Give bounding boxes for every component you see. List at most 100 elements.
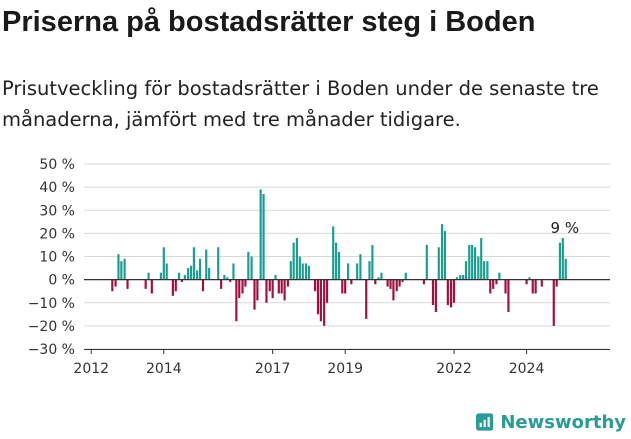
bar (147, 272, 150, 280)
bar (450, 279, 453, 308)
bar (341, 279, 344, 294)
bar (471, 244, 474, 280)
bar (528, 277, 531, 280)
bar (437, 247, 440, 280)
bar (301, 263, 304, 280)
bar (461, 275, 465, 280)
x-tick-label: 2019 (327, 361, 363, 377)
bar (201, 279, 205, 292)
bar (422, 279, 425, 285)
bar (564, 258, 567, 280)
bar (262, 194, 265, 280)
latest-value-annotation: 9 % (551, 219, 580, 237)
bar (425, 244, 428, 280)
bar (480, 238, 483, 280)
bar (498, 272, 501, 280)
bar (256, 279, 259, 301)
x-tick-label: 2012 (73, 361, 109, 377)
bar (389, 279, 392, 289)
bar (443, 231, 447, 280)
bar (555, 279, 558, 287)
newsworthy-logo: Newsworthy (476, 407, 626, 437)
bar (123, 258, 126, 280)
y-tick-label: 40 % (39, 180, 75, 196)
bar (187, 268, 190, 280)
y-tick-label: 20 % (39, 226, 75, 242)
bar (114, 279, 117, 287)
x-axis: 2012 2014 2017 2019 2022 2024 (73, 279, 610, 377)
brand-name: Newsworthy (500, 411, 626, 433)
bar (165, 263, 168, 280)
bar (398, 279, 401, 287)
bar (144, 279, 147, 289)
bar (253, 279, 256, 310)
bar (434, 279, 437, 312)
y-axis-labels: −30 % −20 % −10 % 0 % 10 % 20 % 30 % 40 % 50 % (28, 157, 75, 358)
bar (486, 261, 489, 280)
x-tick-label: 2014 (146, 361, 182, 377)
bar (171, 279, 174, 296)
bar (332, 226, 335, 280)
x-tick-label: 2022 (436, 361, 472, 377)
x-tick-label: 2024 (509, 361, 545, 377)
bar (534, 279, 537, 294)
bar (464, 261, 468, 280)
bar (319, 279, 322, 322)
bar (244, 279, 247, 287)
bar (371, 244, 374, 280)
bar (226, 277, 229, 280)
bar (483, 261, 486, 280)
bar (232, 263, 235, 280)
bar (313, 279, 317, 292)
bar (552, 279, 555, 326)
bar (558, 242, 562, 280)
bar (259, 189, 262, 280)
bar (150, 279, 153, 294)
bar (205, 249, 208, 280)
bar (111, 279, 114, 292)
y-tick-label: 50 % (39, 157, 75, 173)
bar (235, 279, 238, 322)
bar (404, 272, 407, 280)
bar (507, 279, 510, 312)
bar (292, 242, 295, 280)
x-tick-label: 2017 (255, 361, 291, 377)
bar (368, 261, 371, 280)
bar (531, 279, 534, 294)
bar (220, 279, 223, 289)
bar (540, 279, 543, 287)
bar (356, 263, 359, 280)
bar (283, 279, 286, 301)
bar (350, 279, 353, 285)
bar (159, 272, 162, 280)
bar (277, 279, 280, 294)
bar (561, 238, 564, 280)
bar (455, 277, 459, 280)
bar (280, 279, 283, 294)
bar (492, 279, 495, 289)
y-tick-label: 0 % (48, 273, 75, 289)
bar (337, 251, 341, 280)
bar (473, 247, 477, 280)
y-tick-label: −30 % (28, 342, 75, 358)
bar-chart: −30 % −20 % −10 % 0 % 10 % 20 % 30 % 40 % 50 % 2… (28, 157, 610, 377)
bar (286, 279, 289, 287)
y-tick-label: −20 % (28, 319, 75, 335)
bar (325, 279, 329, 303)
bar (440, 224, 444, 280)
bar (238, 279, 241, 299)
bar (347, 263, 350, 280)
y-tick-label: 10 % (39, 250, 75, 266)
bar (386, 279, 389, 287)
bar (208, 268, 211, 280)
bar (452, 279, 456, 303)
bar (431, 279, 435, 306)
bar (180, 279, 184, 282)
bar (344, 279, 347, 294)
bar (174, 279, 177, 292)
bar (365, 279, 368, 319)
chart-title: Priserna på bostadsrätter steg i Boden (2, 6, 536, 38)
bar (374, 279, 377, 285)
bar (489, 279, 492, 294)
bar (217, 247, 220, 280)
